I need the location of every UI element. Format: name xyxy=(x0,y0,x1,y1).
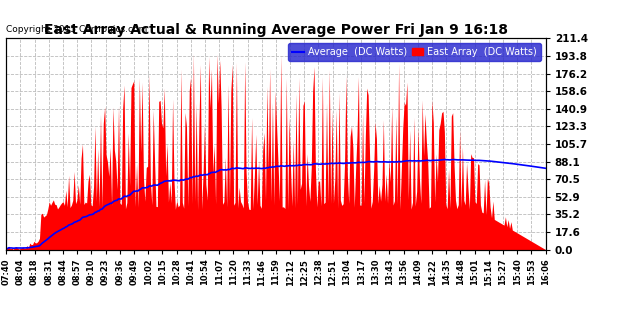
Legend: Average  (DC Watts), East Array  (DC Watts): Average (DC Watts), East Array (DC Watts… xyxy=(288,43,541,61)
Text: Copyright 2015 Cartronics.com: Copyright 2015 Cartronics.com xyxy=(6,25,148,34)
Title: East Array Actual & Running Average Power Fri Jan 9 16:18: East Array Actual & Running Average Powe… xyxy=(44,23,508,37)
